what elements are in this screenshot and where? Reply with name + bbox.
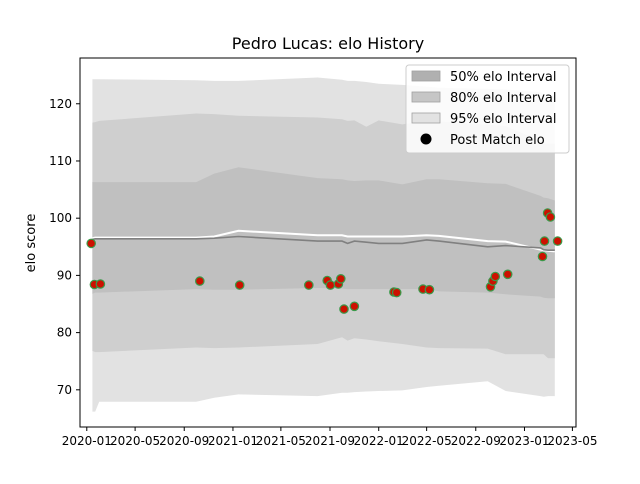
post-match-point: [86, 238, 96, 249]
post-match-point: [325, 280, 336, 290]
post-match-point: [195, 276, 205, 286]
post-match-point: [539, 236, 550, 246]
post-match-point: [391, 287, 402, 298]
legend-swatch: [411, 112, 441, 124]
x-tick-label: 2022-05: [402, 434, 452, 448]
x-tick-label: 2023-01: [499, 434, 549, 448]
post-match-points: [86, 208, 563, 314]
y-tick-label: 80: [57, 326, 72, 340]
post-match-point: [490, 271, 501, 282]
plot-frame: [79, 57, 577, 428]
post-match-point: [95, 279, 106, 289]
x-tick-label: 2020-01: [62, 434, 112, 448]
x-tick-label: 2021-09: [305, 434, 355, 448]
x-tick-label: 2023-05: [547, 434, 597, 448]
post-match-point: [537, 251, 548, 262]
post-match-point: [545, 212, 556, 222]
band-50-interval: [92, 167, 555, 299]
trend-lines: [92, 229, 555, 253]
x-tick-label: 2020-05: [110, 434, 160, 448]
x-tick-label: 2021-05: [256, 434, 306, 448]
x-tick-label: 2022-09: [451, 434, 501, 448]
y-tick-label: 90: [57, 268, 72, 282]
legend-swatch: [411, 91, 441, 103]
y-tick-label: 110: [49, 154, 72, 168]
x-tick-label: 2020-09: [159, 434, 209, 448]
legend: 50% elo Interval 80% elo Interval 95% elo …: [405, 64, 570, 154]
y-tick-label: 70: [57, 383, 72, 397]
legend-label: 50% elo Interval: [450, 70, 557, 85]
post-match-point: [234, 280, 245, 290]
x-tick-label: 2022-01: [354, 434, 404, 448]
median-line: [92, 235, 555, 251]
post-match-point: [335, 273, 346, 284]
legend-marker: [420, 133, 432, 145]
y-axis-label: elo score: [24, 214, 39, 273]
axes: 7080901001101202020-012020-052020-092021…: [49, 57, 597, 448]
y-tick-label: 100: [49, 211, 72, 225]
post-match-point: [303, 280, 314, 290]
legend-label: Post Match elo: [450, 133, 545, 148]
post-match-point: [552, 236, 563, 246]
post-match-point: [339, 304, 349, 314]
y-tick-label: 120: [49, 97, 72, 111]
post-match-point: [349, 301, 360, 312]
x-tick-label: 2021-01: [208, 434, 258, 448]
legend-label: 95% elo Interval: [450, 112, 557, 127]
post-match-point: [424, 284, 435, 295]
chart-title: Pedro Lucas: elo History: [232, 34, 424, 53]
legend-label: 80% elo Interval: [450, 91, 557, 106]
legend-box: [405, 64, 570, 154]
post-match-point: [502, 269, 513, 280]
legend-swatch: [411, 70, 441, 82]
